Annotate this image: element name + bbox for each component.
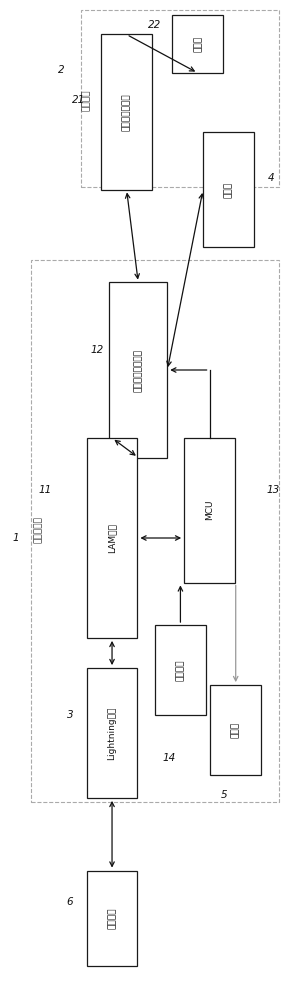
Bar bbox=[87, 668, 137, 798]
Bar bbox=[155, 625, 206, 715]
Text: 5: 5 bbox=[221, 790, 227, 800]
Bar bbox=[203, 132, 254, 247]
Text: 指示灯: 指示灯 bbox=[231, 722, 240, 738]
Text: 音频设备: 音频设备 bbox=[108, 907, 116, 929]
Text: 6: 6 bbox=[66, 897, 72, 907]
Bar bbox=[101, 34, 152, 190]
Text: 1: 1 bbox=[13, 533, 19, 543]
Bar bbox=[184, 438, 235, 582]
Bar bbox=[87, 870, 137, 966]
Text: MCU: MCU bbox=[205, 500, 214, 520]
Bar bbox=[172, 15, 223, 73]
Text: Lightning接头: Lightning接头 bbox=[108, 706, 116, 760]
Bar bbox=[81, 10, 279, 187]
Text: 13: 13 bbox=[267, 485, 280, 495]
Text: 3: 3 bbox=[67, 710, 73, 720]
Text: 2: 2 bbox=[58, 65, 64, 75]
Text: 音效控制盒: 音效控制盒 bbox=[33, 517, 42, 543]
Text: 14: 14 bbox=[162, 753, 175, 763]
Text: 数字音频处理芯片: 数字音频处理芯片 bbox=[134, 349, 143, 391]
Bar bbox=[210, 685, 261, 775]
Text: 22: 22 bbox=[148, 20, 161, 30]
Text: 控制按键: 控制按键 bbox=[176, 659, 185, 681]
Text: 耳机听筒: 耳机听筒 bbox=[82, 89, 91, 111]
Text: 扬声器: 扬声器 bbox=[194, 36, 202, 52]
Text: 21: 21 bbox=[72, 95, 85, 105]
Text: 麦克风: 麦克风 bbox=[224, 182, 233, 198]
Text: 4: 4 bbox=[267, 173, 274, 183]
Text: 音频信号放大器: 音频信号放大器 bbox=[122, 93, 131, 131]
Text: 11: 11 bbox=[38, 485, 52, 495]
Bar bbox=[109, 282, 167, 458]
Text: 12: 12 bbox=[91, 345, 104, 355]
Bar bbox=[87, 438, 137, 638]
Bar bbox=[31, 260, 279, 802]
Text: LAM模组: LAM模组 bbox=[108, 523, 116, 553]
